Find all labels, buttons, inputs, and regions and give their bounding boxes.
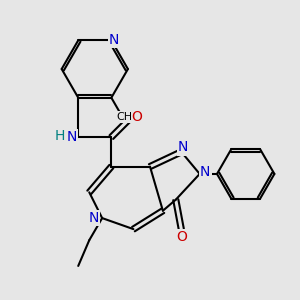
Text: O: O — [132, 110, 142, 124]
Text: CH₃: CH₃ — [116, 112, 137, 122]
Text: N: N — [200, 165, 210, 179]
Text: N: N — [178, 140, 188, 154]
Text: N: N — [89, 211, 99, 225]
Text: N: N — [66, 130, 77, 144]
Text: N: N — [109, 33, 119, 47]
Text: O: O — [176, 230, 187, 244]
Text: H: H — [55, 129, 65, 143]
